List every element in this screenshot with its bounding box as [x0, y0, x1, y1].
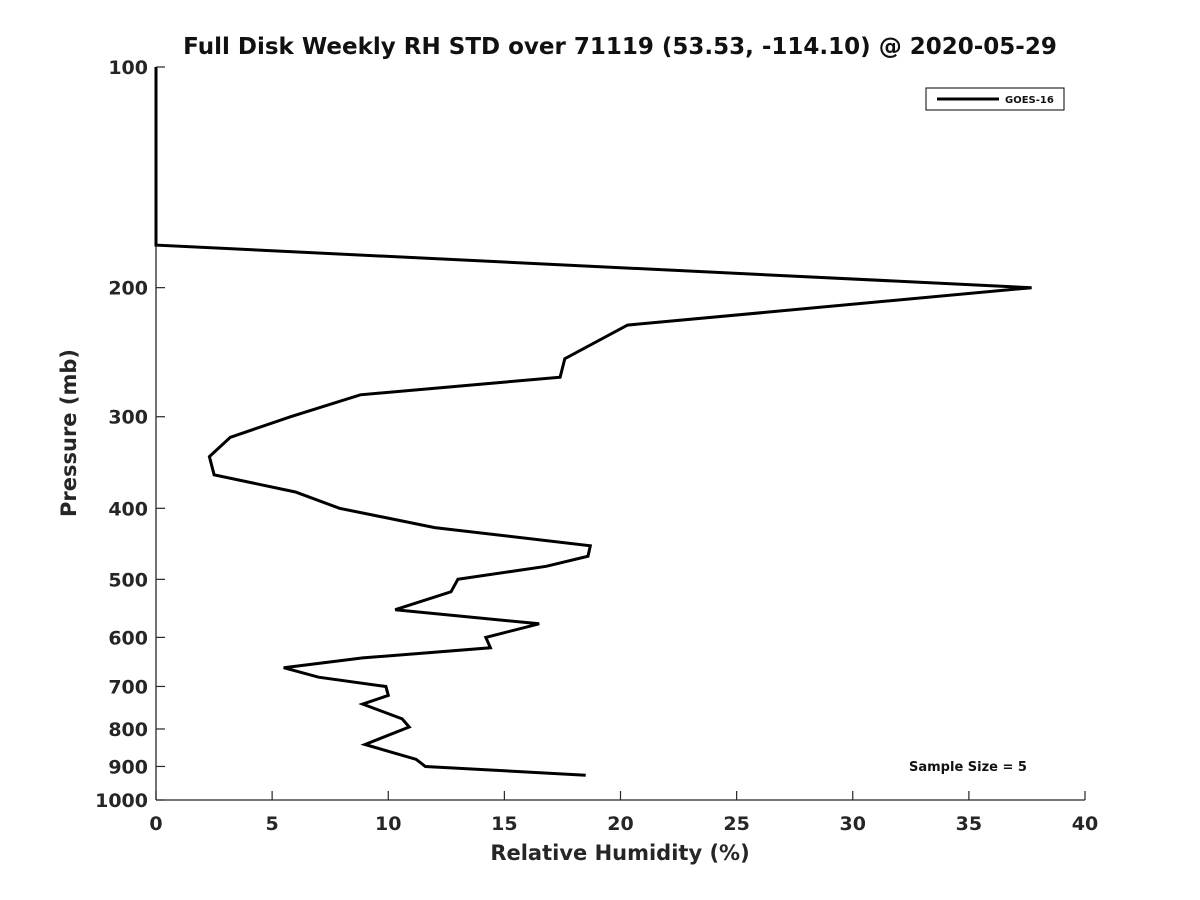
- y-tick-label-400: 400: [108, 498, 148, 520]
- y-tick-label-600: 600: [108, 627, 148, 649]
- x-tick-label-30: 30: [840, 813, 866, 835]
- data-point-0-30: [362, 704, 363, 705]
- y-tick-label-500: 500: [108, 569, 148, 591]
- data-point-0-32: [409, 726, 410, 727]
- data-point-0-1: [155, 137, 156, 138]
- legend: GOES-16: [925, 87, 1065, 111]
- data-point-0-17: [587, 556, 588, 557]
- data-point-0-4: [1031, 287, 1032, 288]
- data-point-0-21: [395, 609, 396, 610]
- data-point-0-24: [490, 647, 491, 648]
- chart-title: Full Disk Weekly RH STD over 71119 (53.5…: [183, 34, 1057, 60]
- data-point-0-12: [214, 474, 215, 475]
- y-tick-label-800: 800: [108, 719, 148, 741]
- data-point-0-18: [546, 566, 547, 567]
- y-axis-label: Pressure (mb): [57, 349, 81, 517]
- y-tick-label-300: 300: [108, 407, 148, 429]
- data-point-0-23: [485, 637, 486, 638]
- data-point-0-11: [209, 456, 210, 457]
- data-point-0-9: [290, 416, 291, 417]
- x-tick-label-35: 35: [956, 813, 982, 835]
- data-point-0-5: [627, 325, 628, 326]
- series-layer: [154, 66, 1032, 777]
- data-point-0-19: [457, 579, 458, 580]
- data-point-0-8: [360, 394, 361, 395]
- y-tick-label-1000: 1000: [95, 790, 148, 812]
- data-point-0-34: [416, 759, 417, 760]
- legend-label-goes-16: GOES-16: [1005, 95, 1054, 106]
- data-point-0-3: [155, 245, 156, 246]
- x-tick-label-5: 5: [266, 813, 279, 835]
- x-tick-label-40: 40: [1072, 813, 1098, 835]
- data-point-0-7: [560, 377, 561, 378]
- x-tick-label-20: 20: [607, 813, 633, 835]
- data-point-0-26: [283, 667, 284, 668]
- data-point-0-25: [362, 657, 363, 658]
- data-point-0-31: [402, 718, 403, 719]
- x-tick-label-0: 0: [149, 813, 162, 835]
- series-line-goes-16: [154, 67, 1032, 777]
- data-point-0-22: [539, 623, 540, 624]
- data-point-0-29: [388, 695, 389, 696]
- y-tick-label-700: 700: [108, 676, 148, 698]
- y-tick-label-900: 900: [108, 756, 148, 778]
- data-point-0-10: [230, 437, 231, 438]
- data-point-0-36: [585, 775, 586, 776]
- data-point-0-27: [318, 677, 319, 678]
- data-point-0-35: [425, 766, 426, 767]
- data-point-0-28: [385, 686, 386, 687]
- data-point-0-33: [364, 744, 365, 745]
- x-axis-label: Relative Humidity (%): [490, 841, 749, 865]
- data-point-0-15: [434, 527, 435, 528]
- x-tick-label-25: 25: [723, 813, 749, 835]
- data-point-0-20: [450, 591, 451, 592]
- sample-size-annotation: Sample Size = 5: [909, 760, 1027, 775]
- data-point-0-16: [590, 545, 591, 546]
- data-point-0-13: [295, 491, 296, 492]
- data-point-0-6: [564, 358, 565, 359]
- y-tick-label-100: 100: [108, 57, 148, 79]
- data-point-0-14: [339, 508, 340, 509]
- x-tick-label-15: 15: [491, 813, 517, 835]
- x-tick-label-10: 10: [375, 813, 401, 835]
- data-point-0-0: [155, 66, 156, 67]
- axes: 0 5 10 15 20 25 30 35 40 100 200 300 400 500 600 700 800…: [95, 57, 1098, 835]
- y-tick-label-200: 200: [108, 278, 148, 300]
- data-point-0-2: [155, 196, 156, 197]
